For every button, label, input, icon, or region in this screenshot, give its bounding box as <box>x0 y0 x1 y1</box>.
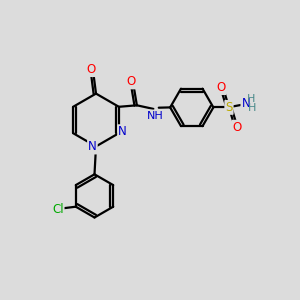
Text: O: O <box>216 81 226 94</box>
Text: H: H <box>248 103 256 113</box>
Text: NH: NH <box>146 110 163 121</box>
Text: O: O <box>127 75 136 88</box>
Text: O: O <box>87 63 96 76</box>
Text: S: S <box>225 101 233 114</box>
Text: N: N <box>118 125 127 138</box>
Text: N: N <box>242 97 250 110</box>
Text: O: O <box>232 121 242 134</box>
Text: N: N <box>88 140 97 154</box>
Text: H: H <box>247 94 256 104</box>
Text: Cl: Cl <box>52 202 64 216</box>
